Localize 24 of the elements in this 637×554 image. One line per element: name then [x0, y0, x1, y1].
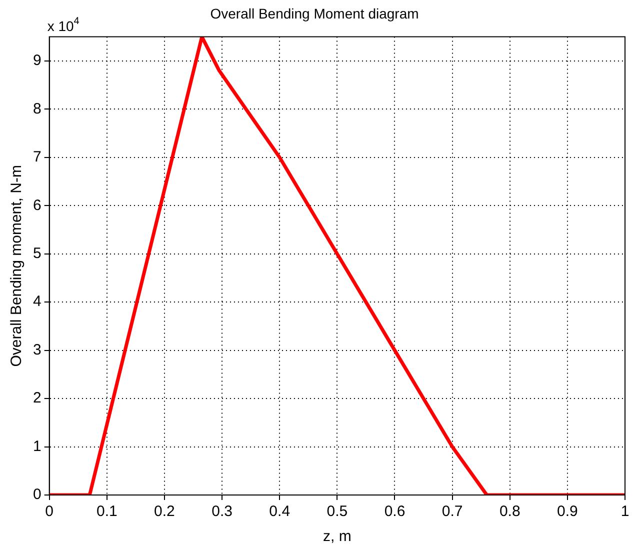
y-tick-label: 9	[33, 52, 42, 70]
y-tick-label: 4	[33, 293, 42, 310]
y-tick-label: 2	[33, 390, 42, 407]
y-tick-label: 8	[33, 100, 42, 118]
chart-title: Overall Bending Moment diagram	[210, 5, 419, 22]
y-tick-label: 0	[33, 486, 42, 504]
x-axis-title: z, m	[323, 528, 352, 546]
x-tick-label: 0.7	[442, 503, 463, 520]
y-tick-label: 6	[33, 196, 42, 214]
x-tick-label: 0.1	[96, 503, 118, 520]
x-tick-label: 0.6	[384, 503, 406, 520]
y-axis-title: Overall Bending moment, N-m	[8, 165, 26, 367]
x-tick-label: 0	[45, 503, 54, 520]
y-tick-label: 1	[33, 438, 42, 455]
x-tick-label: 1	[620, 503, 630, 520]
x-tick-label: 0.8	[499, 503, 520, 520]
x-tick-label: 0.5	[326, 503, 348, 520]
y-tick-label: 7	[33, 148, 42, 166]
x-tick-label: 0.2	[154, 503, 175, 520]
y-tick-label: 5	[33, 244, 42, 262]
y-tick-label: 3	[33, 341, 42, 358]
x-tick-label: 0.9	[557, 503, 578, 520]
x-tick-label: 0.3	[212, 503, 232, 520]
x-tick-label: 0.4	[269, 503, 290, 520]
